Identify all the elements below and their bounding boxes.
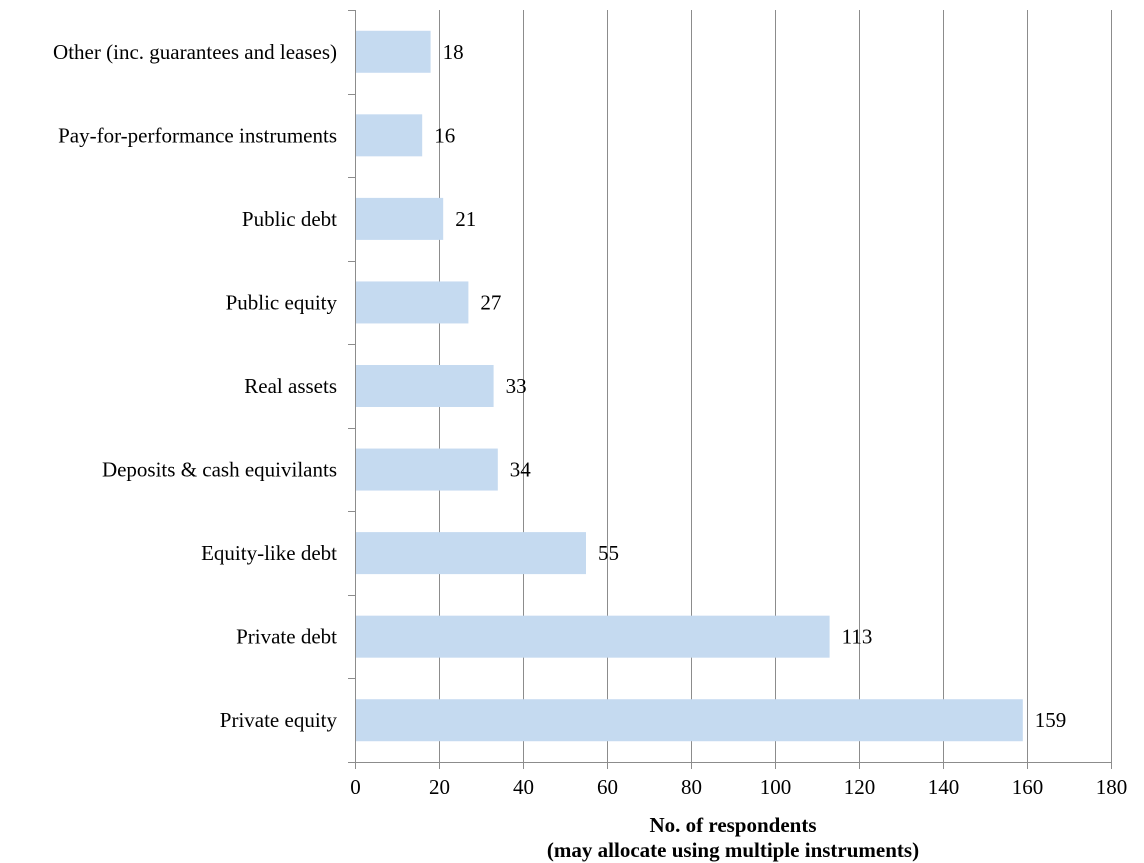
data-label: 33 <box>506 374 527 398</box>
category-label: Private debt <box>236 625 337 649</box>
bar <box>356 699 1023 742</box>
bar <box>356 365 494 407</box>
category-label: Deposits & cash equivilants <box>102 458 337 482</box>
bar <box>356 30 431 73</box>
bar <box>356 114 423 157</box>
bar <box>356 448 498 491</box>
x-tick-label: 60 <box>597 775 618 799</box>
x-tick-label: 80 <box>681 775 702 799</box>
data-label: 55 <box>598 541 619 565</box>
x-tick-label: 180 <box>1096 775 1128 799</box>
bars <box>356 30 1023 742</box>
category-label: Pay-for-performance instruments <box>58 123 337 147</box>
category-label: Other (inc. guarantees and leases) <box>53 40 337 64</box>
data-label: 113 <box>842 625 873 649</box>
data-label: 27 <box>480 290 501 314</box>
data-label: 16 <box>434 123 455 147</box>
x-tick-label: 140 <box>928 775 960 799</box>
bar <box>356 532 586 575</box>
labels: 0 20 40 60 80 100 120 140 160 180 Other (inc. guar… <box>53 40 1127 799</box>
bar <box>356 615 830 658</box>
category-label: Public debt <box>242 207 337 231</box>
x-tick-label: 120 <box>844 775 876 799</box>
data-label: 34 <box>510 458 532 482</box>
x-axis-title-line1: No. of respondents <box>649 813 816 837</box>
x-tick-label: 100 <box>760 775 792 799</box>
data-label: 159 <box>1035 708 1067 732</box>
data-label: 21 <box>455 207 476 231</box>
bar <box>356 197 444 240</box>
category-label: Real assets <box>244 374 337 398</box>
x-axis-title-line2: (may allocate using multiple instruments… <box>547 838 919 862</box>
x-tick-label: 160 <box>1012 775 1044 799</box>
bar <box>356 281 469 324</box>
data-label: 18 <box>443 40 464 64</box>
category-label: Private equity <box>220 708 338 732</box>
category-label: Equity-like debt <box>201 541 337 565</box>
gridlines <box>439 10 1112 762</box>
x-tick-label: 0 <box>350 775 361 799</box>
x-tick-label: 20 <box>429 775 450 799</box>
x-tick-label: 40 <box>513 775 534 799</box>
category-label: Public equity <box>226 290 338 314</box>
axes <box>348 10 1112 769</box>
